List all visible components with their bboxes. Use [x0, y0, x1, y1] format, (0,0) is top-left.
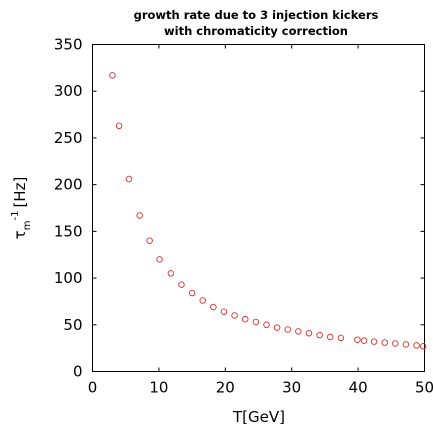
data-point [220, 308, 228, 315]
data-point [188, 289, 196, 297]
y-axis-label-text: τm-1 [Hz] [10, 177, 33, 240]
y-tick-label: 300 [54, 82, 83, 100]
data-point [273, 324, 281, 331]
y-axis-label: τm-1 [Hz] [10, 177, 33, 240]
y-label-unit: [Hz] [11, 177, 29, 208]
data-point [370, 338, 378, 345]
x-tick-label: 20 [216, 379, 235, 397]
x-tick-label: 40 [349, 379, 368, 397]
y-tick-label: 50 [63, 316, 82, 334]
y-label-symbol: τ [11, 230, 29, 239]
y-tick-label: 350 [54, 36, 83, 54]
y-label-superscript: -1 [10, 211, 21, 221]
data-point [381, 339, 388, 346]
data-point [146, 237, 153, 244]
data-point [413, 342, 420, 349]
data-point [252, 318, 260, 326]
y-label-subscript: m [22, 221, 33, 231]
chart-title-line-1: growth rate due to 3 injection kickers [134, 8, 379, 22]
x-tick-label: 10 [149, 379, 168, 397]
data-point [231, 312, 238, 319]
x-tick-label: 30 [282, 379, 301, 397]
y-tick-label: 150 [54, 222, 83, 240]
data-point [263, 321, 270, 329]
data-point [392, 340, 399, 347]
data-point [354, 336, 361, 343]
data-point [402, 341, 410, 348]
data-point [136, 212, 143, 219]
data-point [199, 297, 206, 304]
data-point [167, 270, 175, 277]
data-point [295, 328, 302, 335]
data-point [316, 331, 323, 339]
y-tick-label: 200 [54, 176, 83, 194]
data-point [210, 303, 217, 311]
y-axis: 0 50 100 150 200 250 300 350 [54, 36, 425, 381]
data-point [284, 326, 291, 333]
data-point [337, 334, 345, 342]
x-axis: 0 10 20 30 40 50 [88, 44, 433, 397]
data-points [109, 72, 427, 350]
y-tick-label: 100 [54, 269, 83, 287]
y-tick-label: 0 [73, 363, 83, 381]
data-point [178, 281, 185, 288]
x-axis-label: T[GeV] [232, 408, 285, 426]
x-tick-label: 0 [88, 379, 98, 397]
y-tick-label: 250 [54, 129, 83, 147]
data-point [115, 122, 123, 130]
data-point [125, 175, 133, 183]
plot-frame [92, 44, 425, 372]
data-point [109, 72, 116, 79]
chart-title-line-2: with chromaticity correction [164, 24, 348, 38]
data-point [419, 343, 427, 350]
data-point [305, 329, 313, 337]
data-point [156, 256, 163, 263]
data-point [360, 337, 368, 344]
data-point [326, 333, 334, 341]
x-tick-label: 50 [415, 379, 433, 397]
data-point [241, 315, 249, 323]
